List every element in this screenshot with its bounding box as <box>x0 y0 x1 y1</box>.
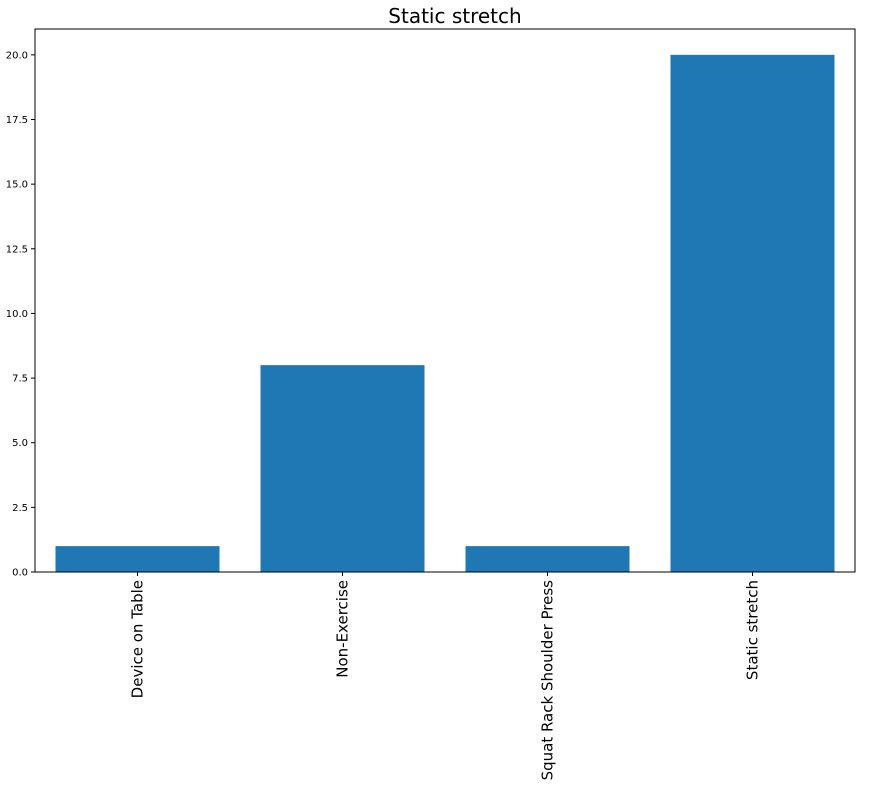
y-tick-label: 2.5 <box>12 503 28 514</box>
bar-0 <box>55 546 220 572</box>
y-tick-label: 17.5 <box>6 115 28 126</box>
y-tick-label: 12.5 <box>6 244 28 255</box>
x-tick-label: Static stretch <box>744 580 762 680</box>
x-axis: Device on Table Non-Exercise Squat Rack Sh… <box>129 572 762 780</box>
chart-title: Static stretch <box>388 4 521 28</box>
y-tick-label: 0.0 <box>12 568 28 579</box>
y-tick-label: 10.0 <box>6 309 28 320</box>
bar-1 <box>260 365 425 572</box>
x-tick-label: Non-Exercise <box>334 580 352 678</box>
y-tick-label: 20.0 <box>6 50 28 61</box>
y-axis: 0.0 2.5 5.0 7.5 10.0 12.5 15.0 17.5 20.0 <box>6 50 35 579</box>
bar-2 <box>465 546 630 572</box>
bars-layer <box>55 54 835 573</box>
plot-frame <box>34 28 856 573</box>
x-tick-label: Squat Rack Shoulder Press <box>539 580 557 781</box>
y-tick-label: 15.0 <box>6 180 28 191</box>
x-tick-label: Device on Table <box>129 580 147 698</box>
y-tick-label: 5.0 <box>12 438 28 449</box>
y-tick-label: 7.5 <box>12 374 28 385</box>
bar-3 <box>670 54 835 573</box>
